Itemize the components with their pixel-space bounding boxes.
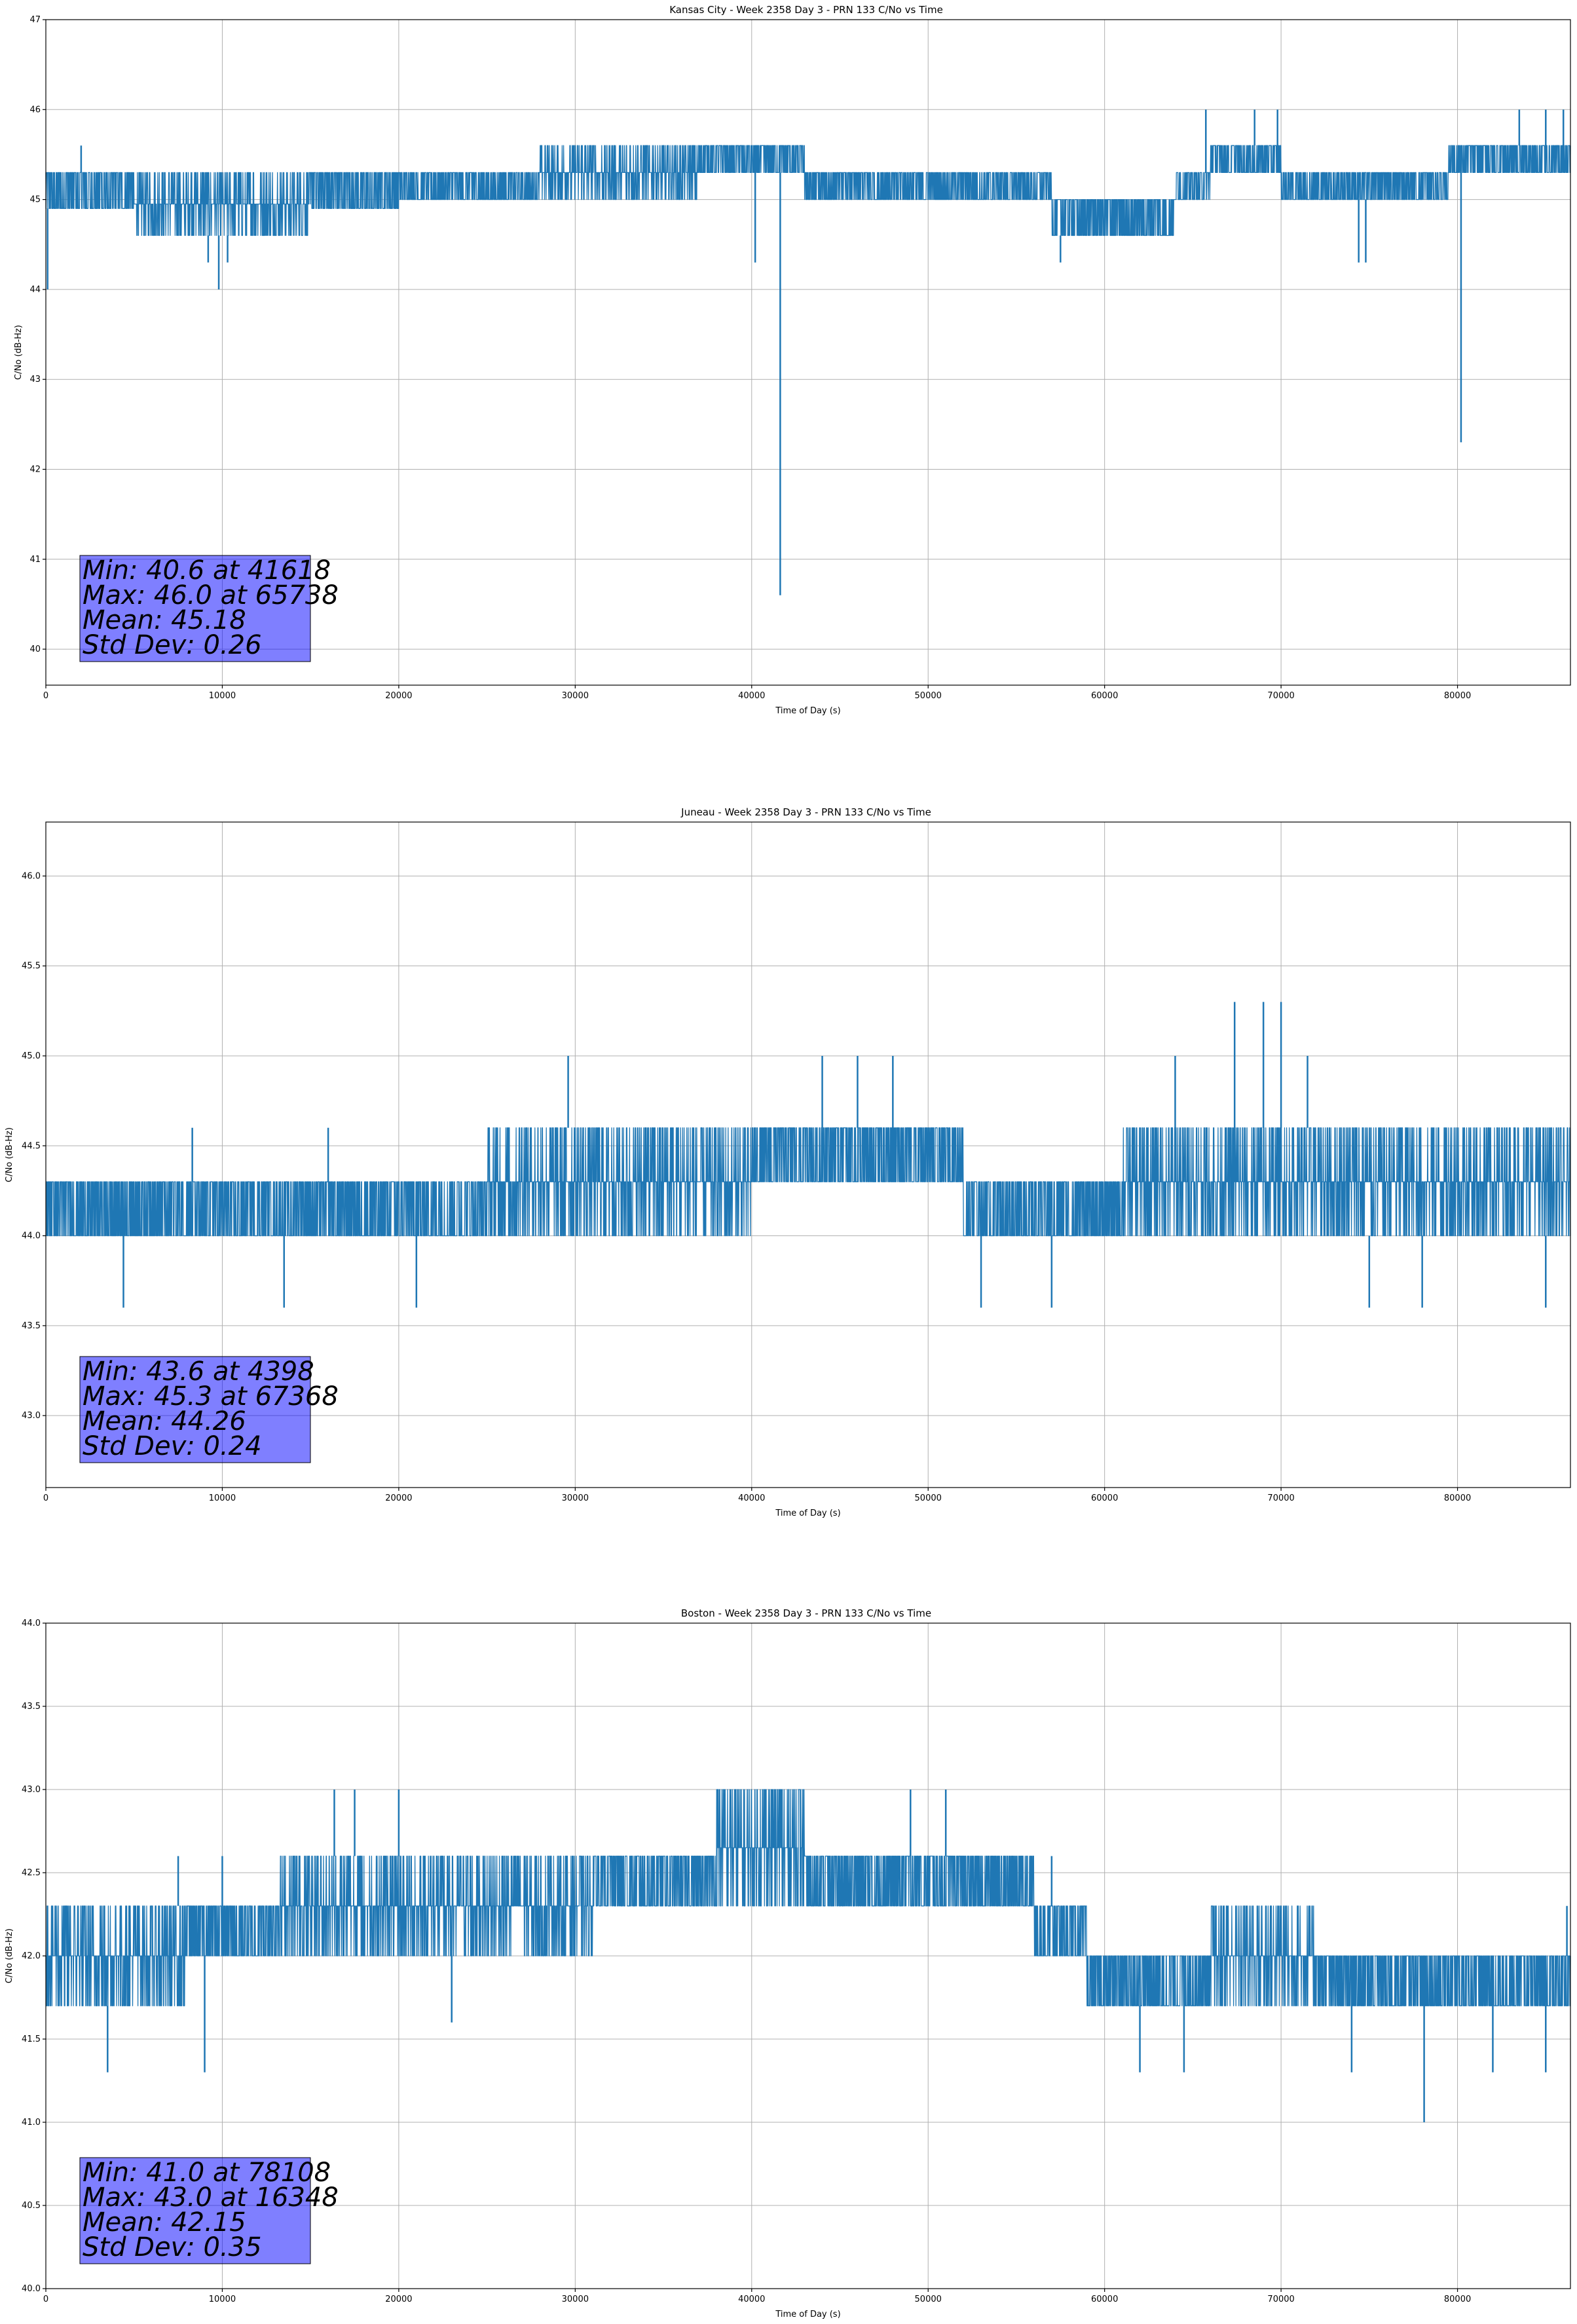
x-tick-label: 20000 bbox=[385, 691, 412, 701]
x-axis-label: Time of Day (s) bbox=[775, 706, 840, 716]
x-axis-label: Time of Day (s) bbox=[775, 2310, 840, 2319]
y-axis-label: C/No (dB-Hz) bbox=[14, 325, 24, 380]
x-tick-label: 50000 bbox=[915, 2295, 942, 2304]
x-tick-label: 60000 bbox=[1091, 2295, 1118, 2304]
y-axis-label: C/No (dB-Hz) bbox=[5, 1928, 14, 1983]
stats-std-dev: Std Dev: 0.24 bbox=[83, 1431, 262, 1461]
x-tick-label: 30000 bbox=[562, 691, 589, 701]
chart-title: Kansas City - Week 2358 Day 3 - PRN 133 … bbox=[669, 4, 943, 16]
x-tick-label: 70000 bbox=[1267, 1493, 1294, 1503]
x-tick-label: 50000 bbox=[915, 691, 942, 701]
y-tick-label: 47 bbox=[29, 15, 41, 25]
stats-std-dev: Std Dev: 0.35 bbox=[83, 2232, 262, 2262]
x-tick-label: 30000 bbox=[562, 1493, 589, 1503]
y-tick-label: 43 bbox=[29, 375, 41, 384]
stats-mean: Mean: 45.18 bbox=[83, 605, 246, 635]
x-tick-label: 40000 bbox=[738, 1493, 765, 1503]
y-tick-label: 41 bbox=[29, 555, 41, 565]
stats-min: Min: 43.6 at 4398 bbox=[83, 1357, 314, 1387]
stats-max: Max: 45.3 at 67368 bbox=[83, 1381, 339, 1412]
y-tick-label: 46.0 bbox=[22, 871, 41, 881]
y-tick-label: 44.0 bbox=[22, 1231, 41, 1241]
x-tick-label: 0 bbox=[43, 1493, 48, 1503]
x-tick-label: 40000 bbox=[738, 691, 765, 701]
chart-panel-kansas-city: Kansas City - Week 2358 Day 3 - PRN 133 … bbox=[14, 4, 1571, 716]
stats-box: Min: 43.6 at 4398 Max: 45.3 at 67368 Mea… bbox=[79, 1356, 339, 1463]
x-tick-label: 30000 bbox=[562, 2295, 589, 2304]
x-tick-label: 70000 bbox=[1267, 2295, 1294, 2304]
stats-min: Min: 41.0 at 78108 bbox=[83, 2158, 331, 2188]
y-axis-label: C/No (dB-Hz) bbox=[5, 1127, 14, 1182]
y-tick-label: 41.5 bbox=[22, 2034, 41, 2044]
series-prn-133 bbox=[45, 1002, 1571, 1308]
y-tick-label: 44.5 bbox=[22, 1141, 41, 1151]
x-tick-label: 10000 bbox=[209, 1493, 236, 1503]
series-trace bbox=[45, 145, 1571, 236]
y-tick-label: 44.0 bbox=[22, 1619, 41, 1628]
y-tick-label: 43.0 bbox=[22, 1411, 41, 1421]
x-tick-label: 0 bbox=[43, 2295, 48, 2304]
stats-max: Max: 43.0 at 16348 bbox=[83, 2183, 339, 2213]
stats-box: Min: 41.0 at 78108 Max: 43.0 at 16348 Me… bbox=[79, 2157, 339, 2264]
y-tick-label: 41.0 bbox=[22, 2118, 41, 2127]
y-tick-label: 45 bbox=[29, 195, 41, 205]
y-tick-label: 43.5 bbox=[22, 1702, 41, 1712]
x-tick-label: 80000 bbox=[1444, 1493, 1471, 1503]
chart-title: Boston - Week 2358 Day 3 - PRN 133 C/No … bbox=[681, 1607, 931, 1619]
stats-min: Min: 40.6 at 41618 bbox=[83, 555, 331, 586]
stats-box-background bbox=[79, 1356, 311, 1463]
x-tick-label: 70000 bbox=[1267, 691, 1294, 701]
x-tick-label: 60000 bbox=[1091, 691, 1118, 701]
x-tick-label: 10000 bbox=[209, 2295, 236, 2304]
stats-mean: Mean: 42.15 bbox=[83, 2207, 246, 2238]
series-prn-133 bbox=[45, 109, 1571, 595]
series-prn-133 bbox=[45, 1789, 1571, 2122]
x-tick-label: 20000 bbox=[385, 2295, 412, 2304]
y-tick-label: 43.5 bbox=[22, 1321, 41, 1331]
stats-box: Min: 40.6 at 41618 Max: 46.0 at 65738 Me… bbox=[79, 555, 339, 662]
y-tick-label: 45.0 bbox=[22, 1051, 41, 1061]
stats-box-background bbox=[79, 2157, 311, 2264]
y-tick-label: 40.5 bbox=[22, 2201, 41, 2211]
y-tick-label: 42.5 bbox=[22, 1868, 41, 1878]
x-tick-label: 10000 bbox=[209, 691, 236, 701]
y-tick-label: 40 bbox=[29, 645, 41, 654]
x-tick-label: 40000 bbox=[738, 2295, 765, 2304]
y-tick-label: 44 bbox=[29, 285, 41, 295]
x-tick-label: 50000 bbox=[915, 1493, 942, 1503]
x-tick-label: 20000 bbox=[385, 1493, 412, 1503]
chart-title: Juneau - Week 2358 Day 3 - PRN 133 C/No … bbox=[680, 806, 931, 818]
plot-area-frame bbox=[45, 19, 1571, 686]
chart-panel-juneau: Juneau - Week 2358 Day 3 - PRN 133 C/No … bbox=[5, 806, 1571, 1518]
x-tick-label: 80000 bbox=[1444, 691, 1471, 701]
y-tick-label: 40.0 bbox=[22, 2284, 41, 2294]
y-tick-label: 42 bbox=[29, 464, 41, 474]
y-tick-label: 43.0 bbox=[22, 1785, 41, 1795]
series-trace bbox=[45, 1127, 1571, 1237]
stats-mean: Mean: 44.26 bbox=[83, 1406, 246, 1436]
x-tick-label: 60000 bbox=[1091, 1493, 1118, 1503]
x-axis-label: Time of Day (s) bbox=[775, 1509, 840, 1518]
y-tick-label: 46 bbox=[29, 105, 41, 115]
x-tick-label: 80000 bbox=[1444, 2295, 1471, 2304]
series-trace bbox=[45, 1789, 1571, 2006]
y-tick-label: 42.0 bbox=[22, 1951, 41, 1961]
plot-area-frame bbox=[45, 821, 1571, 1488]
x-tick-label: 0 bbox=[43, 691, 48, 701]
stats-box-background bbox=[79, 555, 311, 662]
stats-max: Max: 46.0 at 65738 bbox=[83, 580, 339, 610]
chart-panel-boston: Boston - Week 2358 Day 3 - PRN 133 C/No … bbox=[5, 1607, 1571, 2319]
y-tick-label: 45.5 bbox=[22, 962, 41, 971]
stats-std-dev: Std Dev: 0.26 bbox=[83, 630, 262, 660]
